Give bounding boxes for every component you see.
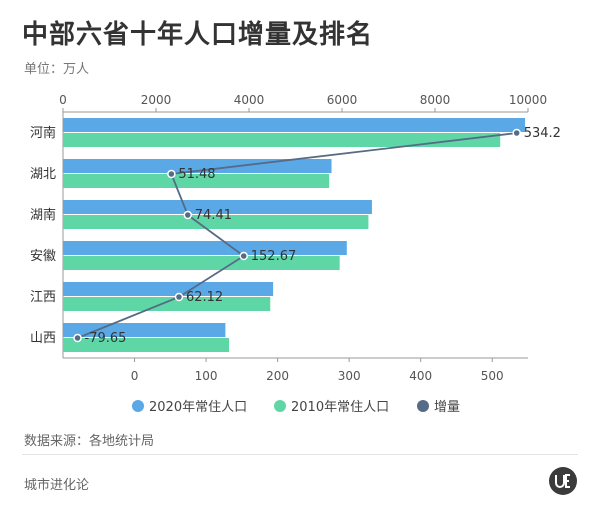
bottom-axis-tick-label: 100 [195,369,218,383]
divider [22,454,578,455]
category-label: 河南 [30,125,56,141]
source-note: 数据来源：各地统计局 [24,434,155,449]
category-label: 山西 [30,331,56,346]
increase-data-label: 74.41 [195,208,232,223]
legend-label: 增量 [434,400,460,415]
bottom-axis-tick-label: 300 [338,369,361,383]
bottom-axis-tick-label: 500 [481,369,504,383]
bar-2020 [63,282,274,296]
bar-2010 [63,174,330,188]
legend-label: 2010年常住人口 [291,400,389,415]
increase-point [174,292,184,302]
top-axis-tick-label: 10000 [509,93,547,107]
top-axis-tick-label: 8000 [420,93,451,107]
legend-marker [132,400,144,412]
bar-2010 [63,133,501,147]
bar-2010 [63,338,230,352]
top-axis-tick-label: 4000 [234,93,265,107]
chart: 0 2000 4000 6000 8000 10000 0 100 200 300 400 500 河南… [30,93,561,415]
increase-data-label: -79.65 [85,331,127,346]
bar-2020 [63,323,226,337]
bar-2010 [63,256,340,270]
brand-name: 城市进化论 [24,478,90,493]
increase-point [239,251,249,261]
bar-2010 [63,215,369,229]
chart-title: 中部六省十年人口增量及排名 [22,20,374,50]
increase-data-label: 534.2 [524,126,561,141]
ue-logo-icon [549,467,577,495]
category-label: 江西 [30,290,56,305]
increase-data-label: 62.12 [186,290,223,305]
legend-label: 2020年常住人口 [149,400,247,415]
increase-point [183,210,193,220]
top-axis-tick-label: 6000 [327,93,358,107]
category-label: 安徽 [30,249,56,264]
legend-marker [274,400,286,412]
top-axis-tick-label: 2000 [141,93,172,107]
bar-2010 [63,297,271,311]
increase-point [167,169,176,179]
unit-label: 单位：万人 [24,62,90,77]
bar-2020 [63,118,526,132]
legend-marker [417,400,429,412]
increase-data-label: 51.48 [178,167,215,182]
increase-point [512,128,521,138]
increase-point [73,333,82,343]
category-label: 湖北 [30,167,56,182]
bottom-axis-tick-label: 400 [409,369,432,383]
bar-2020 [63,200,372,214]
top-axis-tick-label: 0 [59,93,67,107]
category-label: 湖南 [30,207,56,223]
bottom-axis-tick-label: 0 [131,369,139,383]
increase-data-label: 152.67 [251,249,297,264]
bar-2020 [63,241,347,255]
increase-line [77,132,517,339]
bottom-axis-tick-label: 200 [266,369,289,383]
